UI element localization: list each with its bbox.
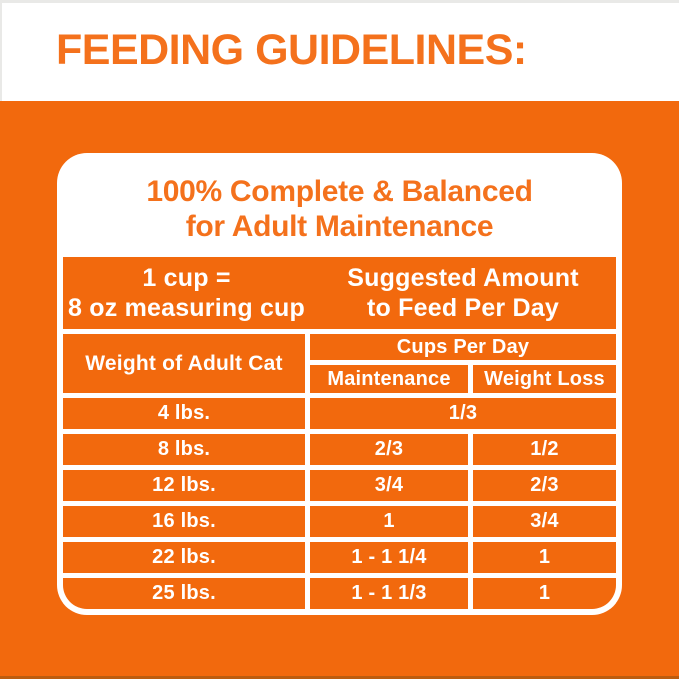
maintenance-cell: 1 - 1 1/4 [310, 542, 468, 573]
cup-measure-line2: 8 oz measuring cup [68, 294, 305, 322]
feeding-table: 1 cup = 8 oz measuring cup Suggested Amo… [63, 257, 616, 609]
left-edge-line [0, 0, 2, 101]
weight-cell: 12 lbs. [63, 470, 305, 501]
maintenance-cell: 3/4 [310, 470, 468, 501]
weight-loss-cell: 1/2 [473, 434, 616, 465]
cup-measure-line1: 1 cup = [142, 264, 231, 292]
page-title: FEEDING GUIDELINES: [56, 26, 527, 74]
col-header-maintenance: Maintenance [310, 365, 468, 393]
col-header-weight-loss: Weight Loss [473, 365, 616, 393]
cup-measure-note: 1 cup = 8 oz measuring cup [63, 263, 310, 323]
maintenance-cell: 1 - 1 1/3 [310, 578, 468, 609]
suggested-amount-line2: to Feed Per Day [367, 294, 559, 322]
weight-cell: 25 lbs. [63, 578, 305, 609]
card-heading-line2: for Adult Maintenance [185, 210, 494, 243]
col-header-weight-of-adult-cat: Weight of Adult Cat [63, 334, 305, 393]
suggested-amount-label: Suggested Amount to Feed Per Day [310, 263, 616, 323]
orange-section: 100% Complete & Balanced for Adult Maint… [0, 101, 679, 679]
top-banner: FEEDING GUIDELINES: [0, 0, 679, 101]
maintenance-cell: 2/3 [310, 434, 468, 465]
weight-cell: 22 lbs. [63, 542, 305, 573]
col-header-cups-per-day: Cups Per Day [310, 334, 616, 360]
maintenance-cell: 1 [310, 506, 468, 537]
bottom-edge-line [0, 676, 679, 679]
table-intro-band: 1 cup = 8 oz measuring cup Suggested Amo… [63, 257, 616, 329]
suggested-amount-line1: Suggested Amount [347, 264, 579, 292]
card-heading: 100% Complete & Balanced for Adult Maint… [63, 159, 616, 257]
top-edge-line [0, 0, 679, 3]
weight-cell: 8 lbs. [63, 434, 305, 465]
weight-loss-cell: 2/3 [473, 470, 616, 501]
weight-cell: 4 lbs. [63, 398, 305, 429]
feeding-guidelines-card: 100% Complete & Balanced for Adult Maint… [57, 153, 622, 615]
card-heading-line1: 100% Complete & Balanced [146, 175, 533, 208]
weight-loss-cell: 1 [473, 578, 616, 609]
weight-cell: 16 lbs. [63, 506, 305, 537]
weight-loss-cell: 3/4 [473, 506, 616, 537]
weight-loss-cell: 1 [473, 542, 616, 573]
amount-cell-span: 1/3 [310, 398, 616, 429]
